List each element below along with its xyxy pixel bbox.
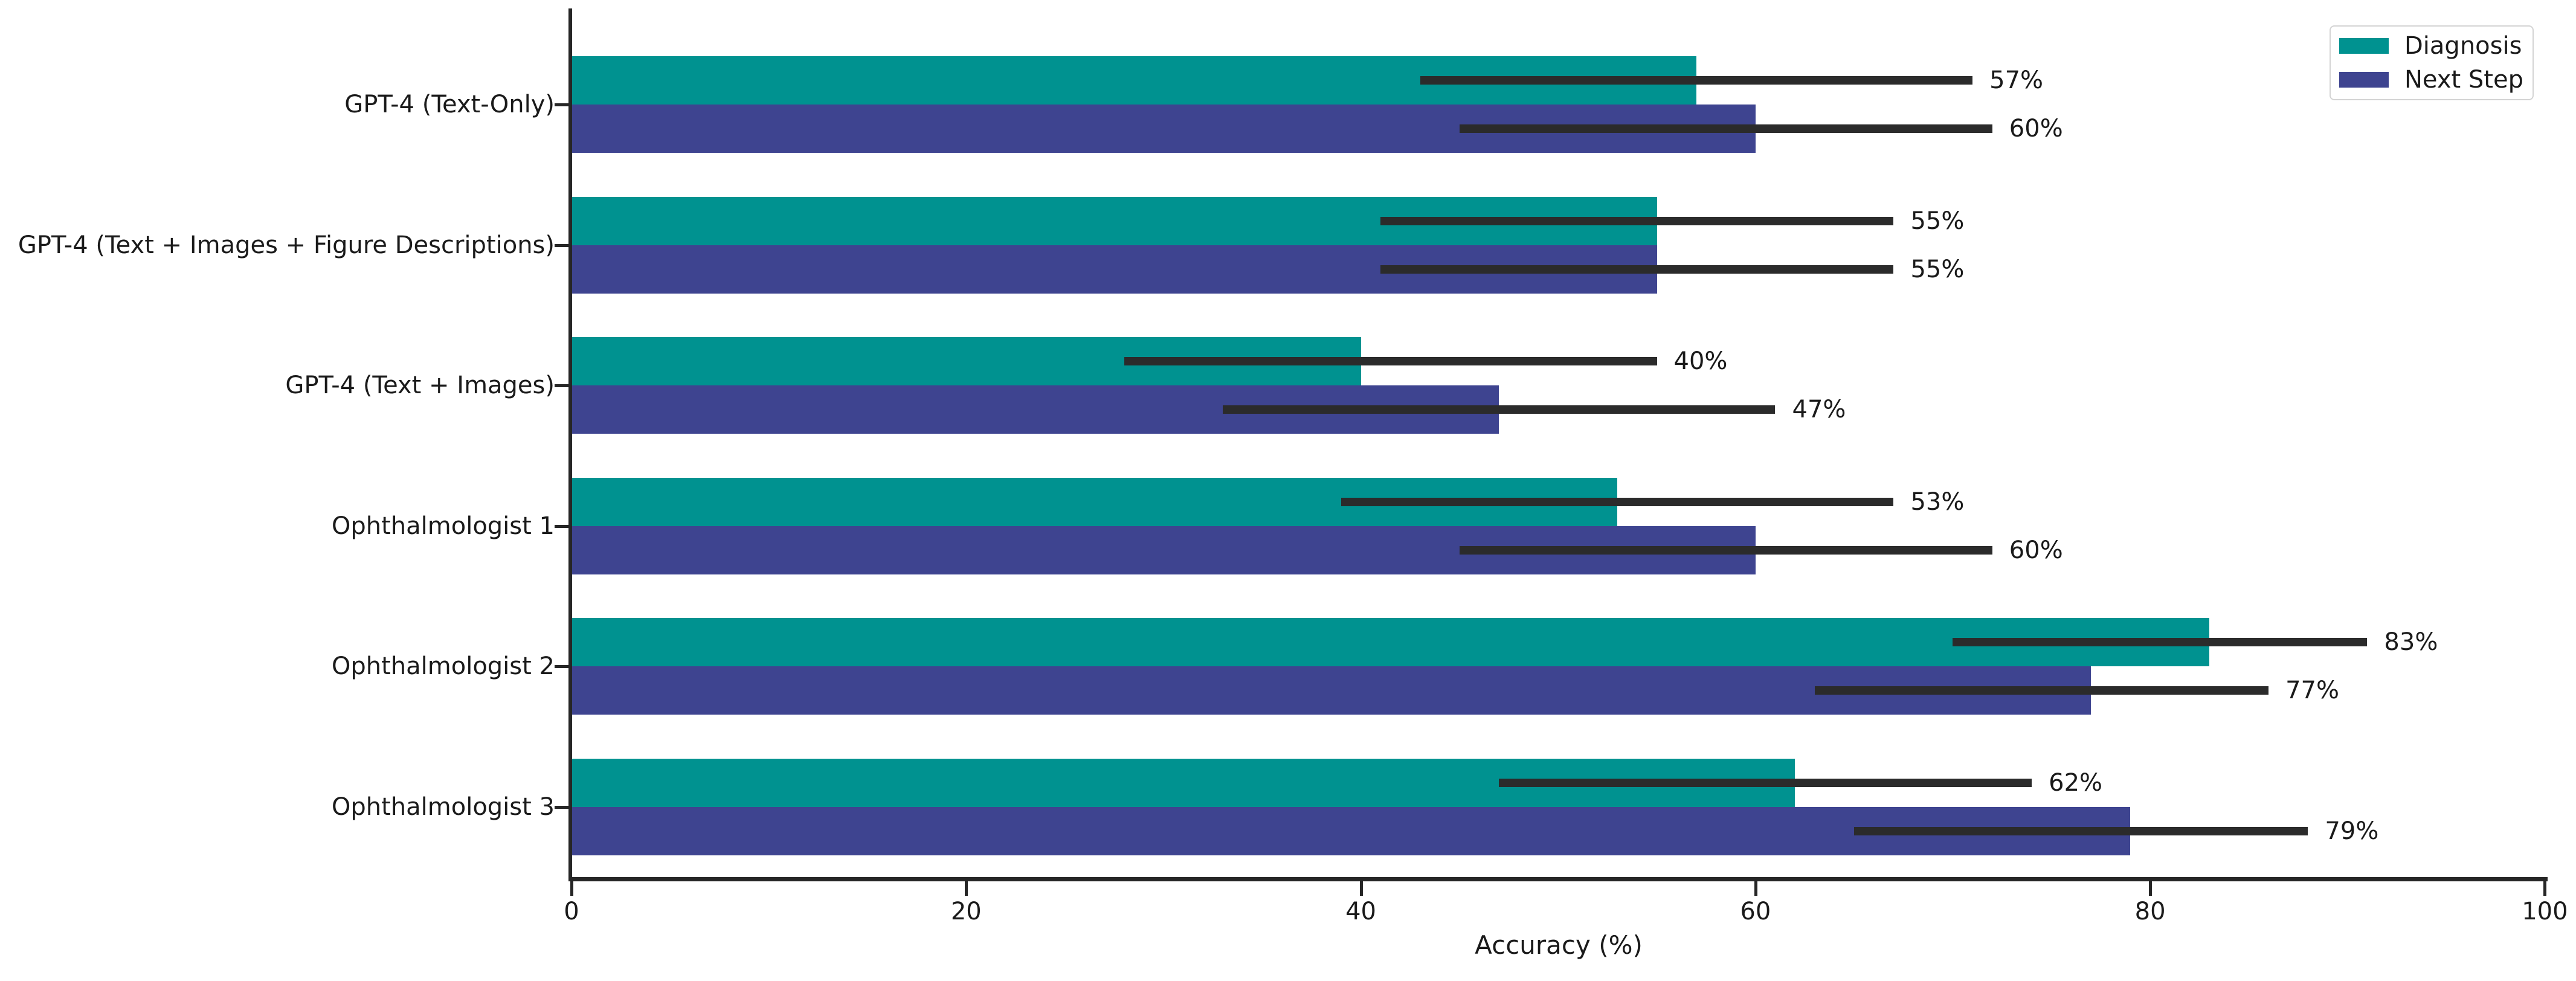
- legend-label: Diagnosis: [2404, 32, 2522, 60]
- x-tick-mark: [1754, 881, 1757, 896]
- value-label: 60%: [2009, 115, 2063, 143]
- error-bar: [1341, 497, 1894, 506]
- x-axis-line: [568, 877, 2548, 881]
- value-label: 47%: [1792, 396, 1846, 423]
- error-bar: [1222, 405, 1776, 414]
- legend-entry-diagnosis: Diagnosis: [2339, 33, 2524, 59]
- x-tick-label: 0: [564, 898, 579, 925]
- value-label: 79%: [2325, 817, 2379, 845]
- category-label: GPT-4 (Text-Only): [344, 91, 555, 118]
- y-tick-mark: [555, 243, 568, 247]
- value-label: 60%: [2009, 536, 2063, 564]
- category-label: Ophthalmologist 3: [331, 793, 555, 821]
- error-bar: [1459, 545, 1992, 555]
- category-label: Ophthalmologist 2: [331, 652, 555, 680]
- value-label: 83%: [2384, 628, 2438, 656]
- value-label: 62%: [2049, 768, 2103, 797]
- bar: [572, 618, 2210, 666]
- y-tick-mark: [555, 665, 568, 668]
- x-tick-label: 100: [2522, 898, 2568, 925]
- category-label: Ophthalmologist 1: [331, 512, 555, 540]
- x-axis-title: Accuracy (%): [1475, 930, 1643, 960]
- y-axis-line: [568, 8, 572, 880]
- x-tick-mark: [2543, 881, 2547, 896]
- error-bar: [1380, 265, 1894, 274]
- next-step-swatch-icon: [2339, 72, 2389, 88]
- error-bar: [1814, 686, 2269, 695]
- y-tick-mark: [555, 805, 568, 809]
- x-tick-mark: [570, 881, 573, 896]
- error-bar: [1380, 216, 1894, 225]
- legend-label: Next Step: [2404, 66, 2523, 94]
- error-bar: [1499, 778, 2032, 787]
- legend-entry-next-step: Next Step: [2339, 67, 2524, 92]
- diagnosis-swatch-icon: [2339, 38, 2389, 54]
- value-label: 40%: [1673, 347, 1728, 375]
- y-tick-mark: [555, 103, 568, 106]
- error-bar: [1854, 826, 2308, 835]
- y-tick-mark: [555, 384, 568, 387]
- value-label: 55%: [1910, 255, 1965, 283]
- legend: Diagnosis Next Step: [2330, 25, 2534, 100]
- error-bar: [1953, 638, 2368, 646]
- value-label: 55%: [1910, 207, 1965, 235]
- x-tick-label: 80: [2134, 898, 2166, 925]
- x-tick-label: 40: [1345, 898, 1376, 925]
- x-tick-mark: [1359, 881, 1363, 896]
- value-label: 77%: [2285, 677, 2339, 704]
- category-label: GPT-4 (Text + Images + Figure Descriptio…: [18, 231, 555, 259]
- category-label: GPT-4 (Text + Images): [285, 371, 555, 399]
- value-label: 53%: [1910, 487, 1965, 516]
- error-bar: [1124, 357, 1657, 365]
- value-label: 57%: [1989, 66, 2044, 94]
- x-tick-mark: [2149, 881, 2153, 896]
- error-bar: [1459, 124, 1992, 133]
- x-tick-label: 20: [950, 898, 982, 925]
- y-tick-mark: [555, 524, 568, 528]
- error-bar: [1420, 76, 1973, 85]
- x-tick-label: 60: [1740, 898, 1771, 925]
- x-tick-mark: [965, 881, 968, 896]
